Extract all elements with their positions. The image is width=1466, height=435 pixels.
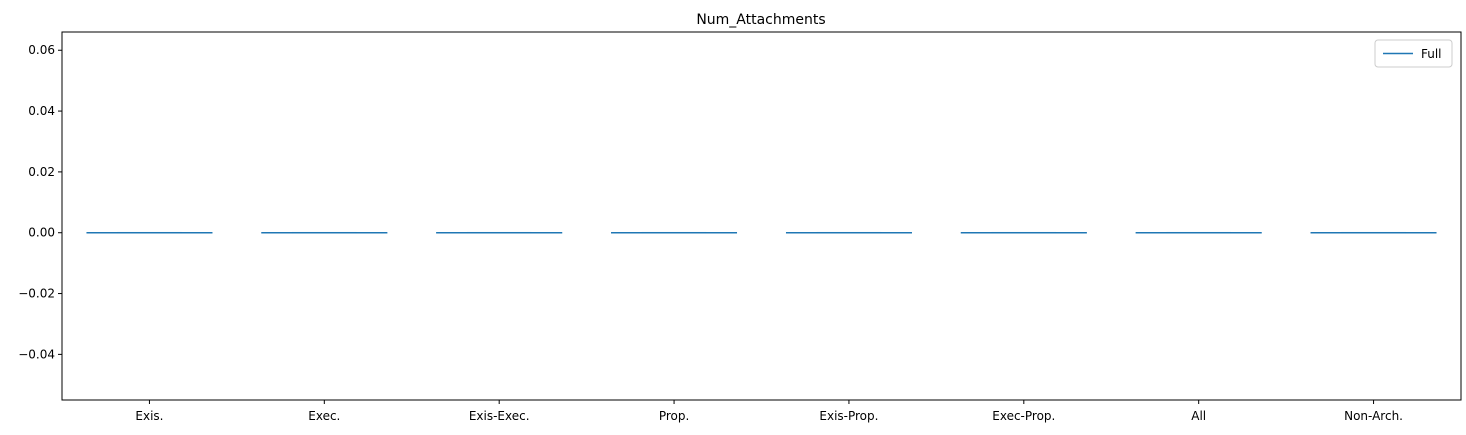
legend-frame bbox=[1374, 39, 1453, 68]
y-tick-label: 0.06 bbox=[28, 43, 55, 57]
x-tick-label: Exis-Prop. bbox=[819, 409, 878, 423]
x-tick-label: Exis. bbox=[135, 409, 163, 423]
y-tick-label: −0.04 bbox=[18, 347, 55, 361]
y-tick-label: 0.02 bbox=[28, 165, 55, 179]
x-tick-label: Exec. bbox=[308, 409, 340, 423]
x-tick-label: Prop. bbox=[659, 409, 689, 423]
x-tick-label: Non-Arch. bbox=[1344, 409, 1403, 423]
x-tick-label: All bbox=[1191, 409, 1206, 423]
legend-label-full: Full bbox=[1421, 47, 1442, 61]
y-tick-label: 0.04 bbox=[28, 104, 55, 118]
x-axis: Exis. Exec. Exis-Exec. Prop. Exis-Prop. Exec-… bbox=[135, 400, 1403, 423]
legend: Full bbox=[1374, 39, 1453, 68]
x-tick-label: Exec-Prop. bbox=[992, 409, 1055, 423]
plot-area bbox=[61, 31, 1462, 401]
chart-title: Num_Attachments bbox=[696, 12, 825, 28]
y-tick-label: 0.00 bbox=[28, 226, 55, 240]
y-tick-label: −0.02 bbox=[18, 287, 55, 301]
x-tick-label: Exis-Exec. bbox=[469, 409, 530, 423]
y-axis: −0.04 −0.02 0.00 0.02 0.04 0.06 bbox=[18, 43, 62, 361]
